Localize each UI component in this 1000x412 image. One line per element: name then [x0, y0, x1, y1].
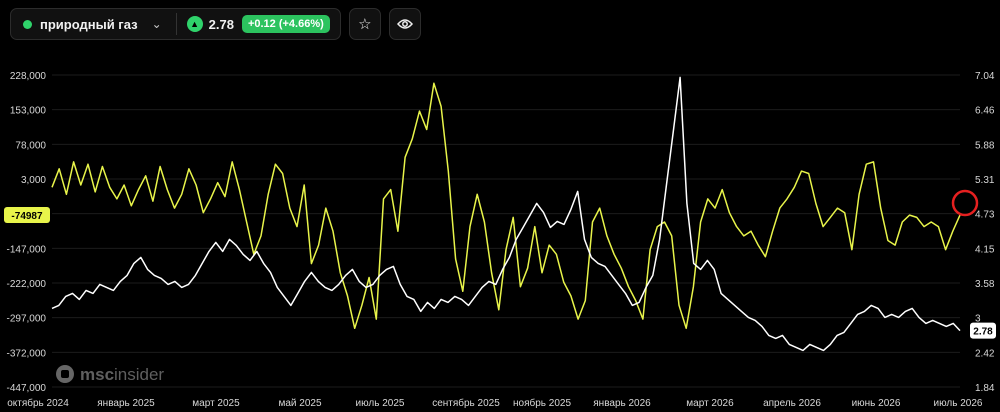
- x-tick-label: сентябрь 2025: [432, 397, 500, 409]
- watchlist-button[interactable]: ☆: [348, 8, 381, 40]
- right-tick-label: 4.15: [975, 244, 995, 255]
- x-tick-label: май 2025: [278, 398, 321, 409]
- right-tick-label: 6.46: [975, 106, 995, 117]
- x-tick-label: март 2025: [192, 398, 240, 409]
- eye-icon: [396, 19, 413, 29]
- star-icon: ☆: [358, 16, 372, 33]
- series-group: [51, 76, 961, 352]
- x-tick-label: январь 2026: [593, 398, 651, 409]
- left-last-value-badge: [4, 207, 50, 224]
- left-tick-label: -372,000: [7, 348, 47, 359]
- watermark: msc insider: [56, 365, 164, 384]
- right-tick-label: 5.88: [975, 140, 995, 151]
- msc-logo-inner: [61, 370, 69, 378]
- x-tick-label: январь 2025: [97, 398, 155, 409]
- right-tick-label: 2.42: [975, 348, 995, 359]
- left-tick-label: 228,000: [10, 71, 47, 82]
- asset-selector[interactable]: природный газ ⌄ ▲ 2.78 +0.12 (+4.66%): [10, 8, 341, 40]
- triangle-up-icon: ▲: [186, 16, 203, 32]
- right-last-value-badge: [970, 322, 996, 339]
- left-tick-label: 153,000: [10, 106, 47, 117]
- x-tick-label: июнь 2026: [852, 398, 901, 409]
- grid-lines: [52, 74, 960, 388]
- asset-name: природный газ: [40, 16, 138, 32]
- price-line: [51, 76, 961, 352]
- left-tick-label: 3,000: [21, 175, 46, 186]
- x-tick-label: ноябрь 2025: [513, 397, 571, 409]
- x-tick-label: апрель 2026: [763, 398, 821, 409]
- right-tick-label: 7.04: [975, 71, 995, 82]
- right-axis: 7.04 6.46 5.88 5.31 4.73 4.15 3.58 3 2.42 1.84: [975, 71, 995, 394]
- x-tick-label: октябрь 2024: [7, 397, 69, 409]
- right-tick-label: 4.73: [975, 210, 995, 221]
- right-tick-label: 5.31: [975, 175, 995, 186]
- chevron-down-icon[interactable]: ⌄: [151, 17, 162, 31]
- right-tick-label: 3: [975, 314, 981, 325]
- highlight-circle: [951, 189, 979, 217]
- left-tick-label: -147,000: [7, 244, 47, 255]
- watermark-brand-right: insider: [114, 365, 164, 384]
- divider: [175, 13, 177, 35]
- x-tick-label: июль 2025: [356, 398, 405, 409]
- header-toolbar: природный газ ⌄ ▲ 2.78 +0.12 (+4.66%) ☆: [10, 8, 421, 42]
- watermark-brand-left: msc: [80, 365, 114, 384]
- left-tick-label: -297,000: [7, 314, 47, 325]
- x-tick-label: март 2026: [686, 398, 734, 409]
- price-change-badge: +0.12 (+4.66%): [241, 15, 330, 33]
- net-positions-line: [51, 82, 961, 330]
- last-value-labels: -74987 2.78: [4, 189, 996, 339]
- status-dot: [23, 19, 32, 29]
- left-tick-label: 78,000: [15, 140, 46, 151]
- x-tick-label: июль 2026: [934, 398, 983, 409]
- current-price: 2.78: [208, 16, 234, 32]
- left-last-value-label: -74987: [11, 211, 43, 222]
- left-tick-label: -447,000: [7, 383, 47, 394]
- x-axis: октябрь 2024 январь 2025 март 2025 май 2025…: [7, 397, 983, 409]
- right-last-value-label: 2.78: [973, 327, 993, 338]
- left-axis: 228,000153,00078,0003,000-72,000-147,000…: [7, 71, 47, 394]
- left-tick-label: -222,000: [7, 279, 47, 290]
- right-tick-label: 3.58: [975, 279, 995, 290]
- right-tick-label: 1.84: [975, 383, 995, 394]
- view-button[interactable]: [388, 8, 421, 40]
